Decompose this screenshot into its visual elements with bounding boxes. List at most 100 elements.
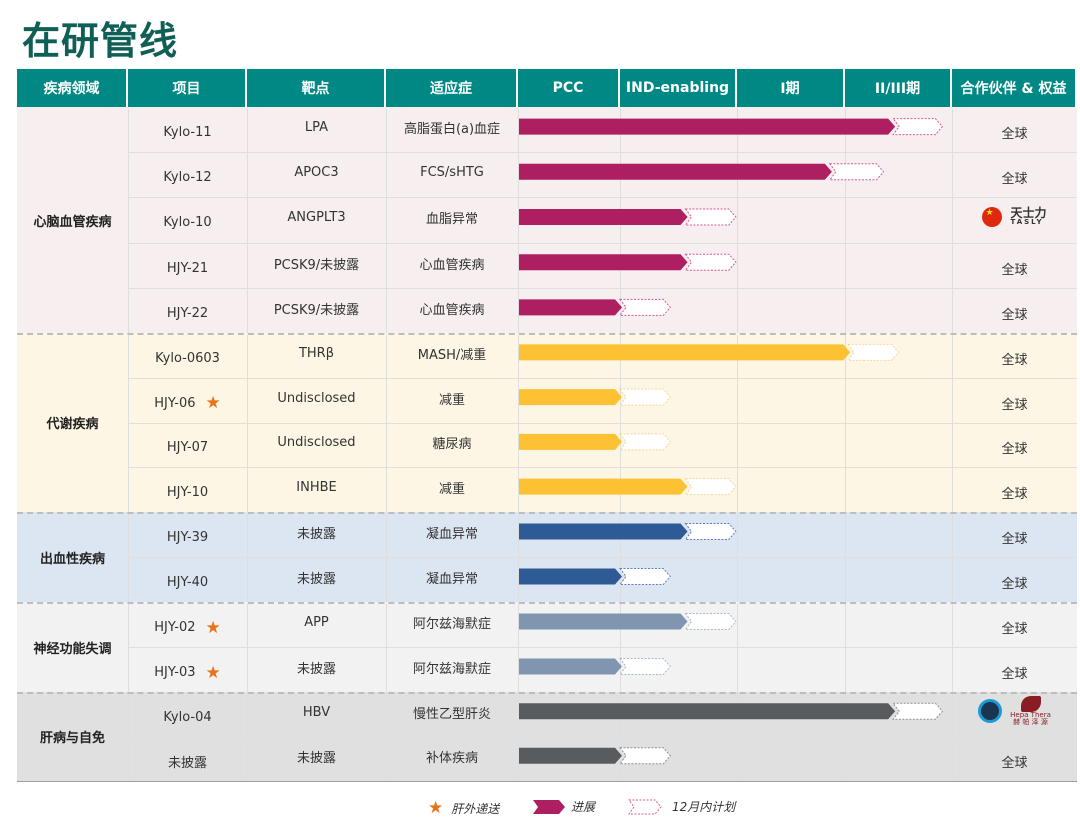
project-name: HJY-06	[154, 395, 196, 411]
column-divider	[952, 694, 953, 781]
column-divider	[737, 694, 738, 781]
column-divider	[518, 694, 519, 781]
partner-cell: 全球	[952, 336, 1077, 381]
progress-bar	[519, 209, 688, 225]
plan-bar	[684, 613, 737, 630]
progress-bar	[519, 254, 688, 271]
progress-bar	[519, 389, 622, 406]
indication-cell: FCS/sHTG	[386, 150, 518, 195]
disease-area-label: 心脑血管疾病	[33, 214, 112, 230]
column-divider	[128, 604, 129, 692]
target: 未披露	[296, 751, 336, 767]
column-divider	[518, 109, 519, 333]
indication-cell: 阿尔兹海默症	[386, 645, 518, 690]
table-bottom-border	[17, 781, 1077, 782]
partner-rights: 全球	[1001, 397, 1028, 413]
partner-cell: 全球	[952, 426, 1077, 471]
row-divider	[128, 422, 1077, 424]
partner-cell: 全球	[952, 291, 1077, 336]
partner-cell: 全球	[952, 155, 1077, 200]
plan-bar	[892, 702, 944, 720]
indication-cell: MASH/减重	[386, 331, 518, 376]
target-cell: HBV	[247, 690, 386, 735]
column-header-7: II/III期	[845, 69, 952, 107]
partner-rights: 全球	[1001, 172, 1028, 188]
star-icon: ★	[205, 393, 221, 414]
partner-sub: 赫 帕 泽 源	[1013, 718, 1048, 727]
partner-rights: 全球	[1001, 667, 1028, 682]
indication: 减重	[438, 482, 465, 498]
indication: 减重	[438, 392, 465, 408]
partner-rights: 全球	[1001, 442, 1028, 458]
project-cell: HJY-06 ★	[128, 381, 247, 426]
partner-cell: 全球	[952, 110, 1077, 155]
page-title: 在研管线	[22, 19, 179, 63]
column-header-2: 靶点	[247, 69, 386, 107]
partner-cell: 全球	[952, 381, 1077, 426]
target: Undisclosed	[277, 390, 356, 406]
target-cell: APP	[247, 600, 386, 645]
partner-rights: 全球	[1001, 127, 1028, 143]
indication: 阿尔兹海默症	[412, 617, 491, 632]
project-name: HJY-40	[166, 575, 209, 590]
column-header-1: 项目	[128, 69, 247, 107]
disease-area-label: 神经功能失调	[33, 641, 112, 657]
column-divider	[128, 514, 129, 602]
plan-bar	[847, 343, 900, 361]
target-cell: INHBE	[247, 465, 386, 510]
target-cell: PCSK9/未披露	[247, 241, 386, 286]
project-name: Kylo-0603	[155, 350, 220, 366]
progress-bar	[519, 568, 622, 585]
column-divider	[247, 514, 248, 602]
target-cell: 未披露	[247, 555, 386, 600]
row-divider	[128, 197, 1077, 199]
column-divider	[128, 335, 129, 512]
partner-cell: 全球	[952, 246, 1077, 291]
indication-cell: 心血管疾病	[386, 241, 518, 286]
progress-bar	[519, 613, 688, 630]
target: 未披露	[296, 662, 336, 677]
indication-cell: 糖尿病	[386, 421, 518, 466]
star-icon: ★	[205, 662, 221, 683]
legend-progress-label: 进展	[571, 800, 596, 814]
project-name: HJY-03	[154, 665, 196, 680]
indication: 心血管疾病	[419, 302, 485, 318]
column-divider	[952, 604, 953, 692]
column-divider	[952, 109, 953, 333]
target-cell: LPA	[247, 105, 386, 150]
partner-cell: 全球	[952, 470, 1077, 515]
globe-icon	[978, 699, 1003, 724]
project-name: Kylo-12	[163, 170, 212, 186]
indication-cell: 凝血异常	[386, 555, 518, 600]
column-divider	[247, 604, 248, 692]
plan-bar	[619, 433, 671, 451]
project-cell: Kylo-12	[128, 155, 247, 200]
column-header-3: 适应症	[386, 69, 518, 107]
column-divider	[737, 109, 738, 333]
plan-bar	[619, 298, 671, 316]
indication: 高脂蛋白(a)血症	[403, 122, 501, 138]
indication: 补体疾病	[425, 751, 478, 767]
target-cell: ANGPLT3	[247, 195, 386, 240]
plan-bar	[619, 658, 671, 675]
target-cell: 未披露	[247, 645, 386, 690]
column-header-6: I期	[737, 69, 845, 107]
project-cell: HJY-07	[128, 426, 247, 471]
indication-cell: 血脂异常	[386, 195, 518, 240]
indication-cell: 心血管疾病	[386, 286, 518, 331]
progress-bar	[519, 523, 688, 540]
plan-bar	[828, 163, 885, 181]
progress-bar	[519, 433, 622, 450]
progress-bar	[519, 747, 622, 764]
column-divider	[247, 335, 248, 512]
column-divider	[386, 335, 387, 512]
project-name: 未披露	[167, 756, 207, 772]
indication: 凝血异常	[425, 527, 478, 542]
partner-rights: 全球	[1001, 577, 1028, 592]
indication-cell: 减重	[386, 376, 518, 421]
partner-sub: TASLY	[1010, 218, 1044, 227]
column-divider	[845, 514, 846, 602]
